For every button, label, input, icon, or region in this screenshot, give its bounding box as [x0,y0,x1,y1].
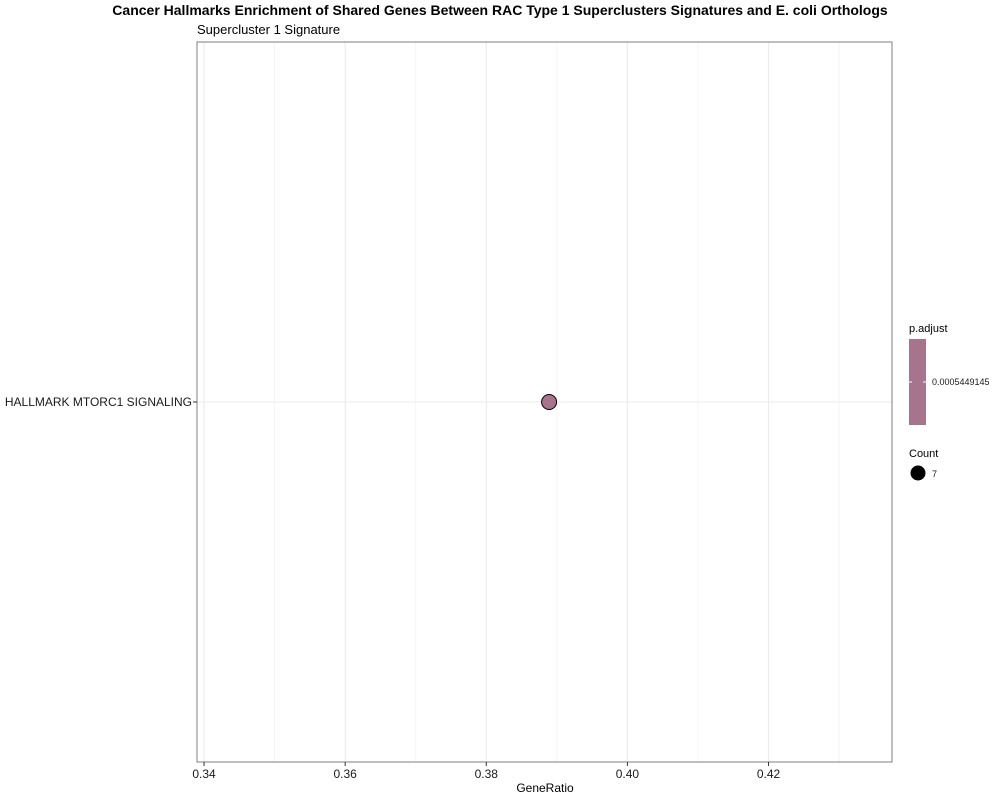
x-tick-label: 0.42 [757,767,781,781]
legend: p.adjust 0.0005449145 Count 7 [909,323,990,481]
chart-subtitle: Supercluster 1 Signature [197,22,340,37]
y-tick-label: HALLMARK MTORC1 SIGNALING [5,395,192,409]
data-points [541,394,558,410]
size-legend-title: Count [909,448,938,460]
chart-title: Cancer Hallmarks Enrichment of Shared Ge… [112,2,888,18]
x-tick-label: 0.38 [475,767,499,781]
y-axis: HALLMARK MTORC1 SIGNALING [5,395,197,409]
x-tick-label: 0.36 [333,767,357,781]
size-legend-label: 7 [932,469,937,479]
x-tick-label: 0.40 [616,767,640,781]
size-legend-key [910,465,926,481]
color-legend-label: 0.0005449145 [932,377,990,387]
data-point [541,394,558,410]
color-legend-bar [909,339,926,425]
x-tick-label: 0.34 [192,767,216,781]
color-legend-title: p.adjust [909,323,948,335]
x-axis: 0.34 0.36 0.38 0.40 0.42 [192,762,781,781]
x-axis-title: GeneRatio [516,781,574,795]
